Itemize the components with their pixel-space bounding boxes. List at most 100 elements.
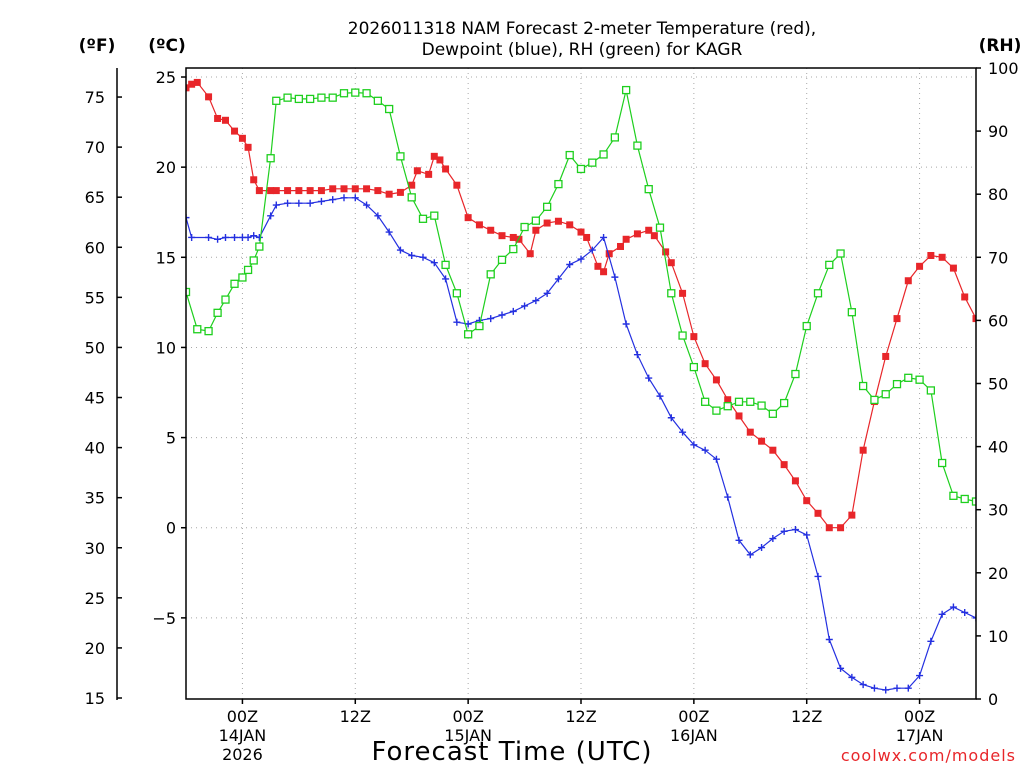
unit-celsius-label: (ºC) (148, 36, 186, 56)
fahrenheit-tick-label: 25 (85, 589, 105, 608)
rh-point (847, 308, 857, 317)
fahrenheit-tick-label: 70 (85, 138, 105, 157)
dewpoint-point (746, 551, 754, 559)
rh-point (243, 265, 253, 275)
time-tick-date: 14JAN (219, 726, 267, 745)
dewpoint-point (498, 311, 506, 319)
rh-point (937, 458, 947, 468)
rh-point (486, 270, 495, 279)
temperature-point (284, 187, 292, 195)
dewpoint-point (577, 255, 585, 263)
temperature-point (758, 437, 766, 445)
rh-tick-label: 60 (988, 311, 1008, 330)
temperature-point (436, 156, 444, 164)
temperature-point (238, 134, 246, 142)
rh-point (317, 93, 326, 102)
temperature-point (780, 461, 788, 469)
x-axis-title: Forecast Time (UTC) (371, 737, 652, 767)
fahrenheit-tick-label: 60 (85, 238, 105, 257)
time-tick-label: 00Z (227, 707, 258, 726)
dewpoint-point (791, 526, 799, 534)
temperature-point (509, 233, 517, 241)
rh-point (1006, 539, 1013, 546)
fahrenheit-tick-label: 55 (85, 288, 105, 307)
rh-point (362, 89, 371, 98)
celsius-tick-label: 20 (156, 158, 176, 177)
rh-point (373, 96, 383, 105)
time-tick-label: 12Z (791, 707, 822, 726)
temperature-point (295, 187, 303, 195)
temperature-point (791, 477, 799, 485)
dewpoint-point (453, 318, 461, 326)
fahrenheit-tick-label: 50 (85, 338, 105, 357)
temperature-point (984, 331, 991, 338)
rh-point (305, 94, 315, 104)
temperature-point (385, 190, 393, 198)
temperature-point (214, 114, 222, 122)
celsius-tick-label: 15 (156, 248, 176, 267)
time-tick-date: 17JAN (896, 726, 944, 745)
dewpoint-point (543, 289, 551, 297)
rh-point (881, 390, 890, 399)
temperature-point (837, 524, 845, 532)
rh-point (904, 373, 913, 382)
temperature-point (645, 226, 653, 234)
rh-point (520, 222, 529, 232)
temperature-point (701, 360, 709, 368)
temperature-point (374, 187, 382, 195)
dewpoint-point (600, 233, 608, 241)
dewpoint-point (566, 261, 574, 269)
rh-point (186, 287, 191, 297)
dewpoint-point (927, 637, 935, 645)
temperature-point (244, 143, 252, 151)
temperature-point (231, 127, 239, 135)
rh-point (328, 93, 337, 102)
dewpoint-point (701, 446, 709, 454)
temperature-point (475, 221, 483, 229)
rh-point (734, 397, 744, 406)
rh-point (193, 325, 202, 334)
rh-point (655, 223, 665, 232)
rh-tick-label: 30 (988, 501, 1008, 520)
rh-point (255, 242, 264, 251)
dewpoint-point (363, 201, 371, 209)
temperature-point (594, 262, 602, 270)
dewpoint-point (1006, 591, 1013, 598)
credit-text: coolwx.com/models (841, 746, 1016, 765)
rh-point (870, 395, 879, 405)
dewpoint-point (825, 636, 833, 644)
dewpoint-point (984, 605, 991, 612)
dewpoint-point (859, 681, 867, 689)
dewpoint-point (961, 608, 969, 616)
temperature-point (408, 181, 416, 189)
rh-point (294, 94, 304, 104)
temperature-point (413, 167, 421, 175)
temperature-point (667, 259, 675, 267)
dewpoint-point (712, 455, 720, 463)
temperature-point (814, 509, 822, 517)
dewpoint-point (284, 199, 292, 207)
dewpoint-point (780, 527, 788, 535)
rh-tick-label: 80 (988, 185, 1008, 204)
time-tick-label: 00Z (678, 707, 709, 726)
rh-point (971, 497, 976, 506)
dewpoint-point (329, 196, 337, 204)
dewpoint-point (521, 302, 529, 310)
dewpoint-point (186, 214, 190, 222)
rh-point (283, 93, 292, 102)
unit-fahrenheit-label: (ºF) (79, 36, 116, 56)
time-tick-date: 15JAN (444, 726, 492, 745)
rh-point (576, 164, 586, 174)
rh-point (610, 133, 620, 142)
temperature-point (186, 84, 190, 92)
dewpoint-point (633, 351, 641, 359)
temperature-point (617, 242, 624, 250)
plot-frame (185, 67, 977, 700)
rh-tick-label: 0 (988, 690, 998, 709)
rh-point (531, 216, 541, 225)
temperature-point (396, 188, 404, 196)
rh-point (441, 260, 450, 270)
dewpoint-point (385, 228, 393, 236)
temperature-point (803, 497, 811, 505)
